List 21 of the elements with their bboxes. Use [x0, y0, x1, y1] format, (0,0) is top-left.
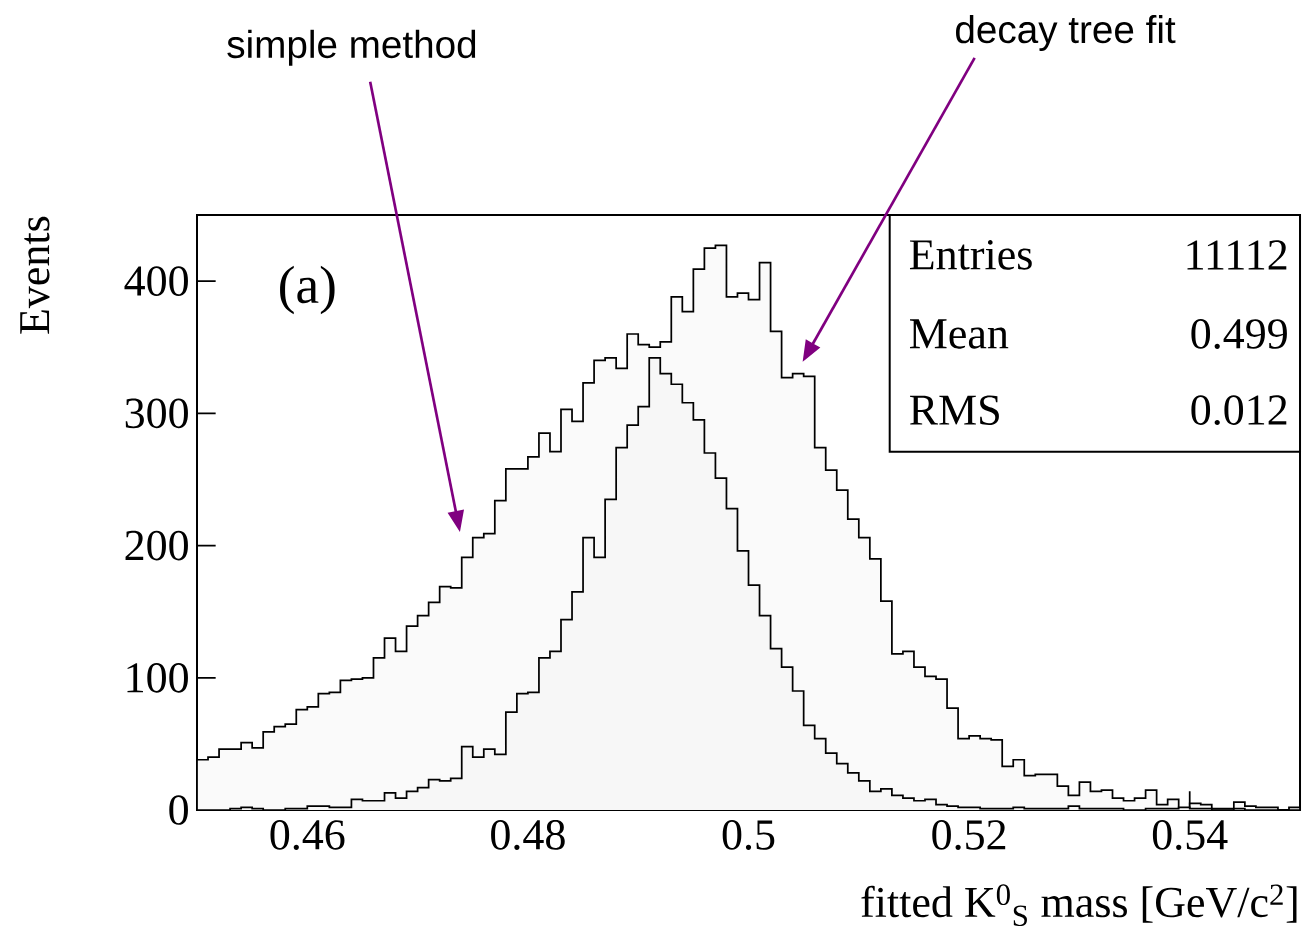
- x-tick-label: 0.48: [491, 820, 565, 850]
- x-tick-label: 0.46: [270, 820, 345, 850]
- x-tick-label: 0.52: [932, 820, 1006, 850]
- y-tick-label: 0: [169, 795, 188, 825]
- annotation: RMS: [909, 395, 999, 425]
- x-tick-label: 0.54: [1152, 820, 1228, 850]
- annotation: 0.499: [1191, 319, 1287, 349]
- x-axis-title: fitted K$^{0}$$_{S}$ mass [GeV/c$^{2}$]: [861, 884, 1297, 927]
- text: simple method: [227, 29, 476, 66]
- y-tick-label: 400: [124, 266, 188, 296]
- x-tick-label: 0.5: [722, 820, 775, 850]
- annotation: 0.012: [1191, 395, 1287, 426]
- annotation: (a): [280, 265, 335, 315]
- y-tick-label: 200: [125, 530, 188, 561]
- annotation: 11112: [1187, 240, 1287, 270]
- y-tick-label: 300: [125, 398, 188, 429]
- annotation: Entries: [909, 240, 1032, 270]
- text: decay tree fit: [956, 14, 1176, 51]
- y-tick-label: 100: [127, 662, 188, 693]
- y-axis-title: Events: [20, 216, 50, 334]
- annotation: Mean: [909, 319, 1009, 349]
